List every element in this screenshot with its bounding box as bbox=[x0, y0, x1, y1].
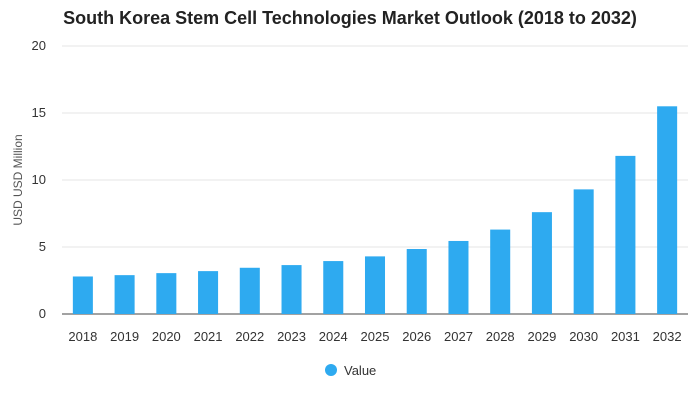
x-tick-label: 2032 bbox=[653, 329, 682, 344]
bar-2031[interactable] bbox=[615, 155, 636, 314]
bar-2025[interactable] bbox=[364, 256, 386, 314]
y-axis-ticks: 0 5 10 15 20 bbox=[32, 38, 46, 321]
bar-2032[interactable] bbox=[657, 106, 678, 314]
x-tick-label: 2031 bbox=[611, 329, 640, 344]
x-tick-label: 2030 bbox=[569, 329, 598, 344]
y-tick-label: 15 bbox=[32, 105, 46, 120]
y-tick-label: 0 bbox=[39, 306, 46, 321]
x-tick-label: 2028 bbox=[486, 329, 515, 344]
bar-2027[interactable] bbox=[448, 240, 469, 314]
x-tick-label: 2023 bbox=[277, 329, 306, 344]
x-tick-label: 2018 bbox=[68, 329, 97, 344]
y-tick-label: 10 bbox=[32, 172, 46, 187]
x-tick-label: 2021 bbox=[194, 329, 223, 344]
x-tick-label: 2019 bbox=[110, 329, 139, 344]
chart-title: South Korea Stem Cell Technologies Marke… bbox=[63, 8, 637, 28]
y-axis-label: USD USD Million bbox=[11, 134, 25, 225]
legend-label: Value bbox=[344, 363, 376, 378]
x-axis-ticks: 2018 2019 2020 2021 2022 2023 2024 2025 2026 2027… bbox=[68, 329, 681, 344]
legend[interactable]: Value bbox=[325, 363, 376, 378]
bar-2019[interactable] bbox=[114, 275, 135, 314]
bar-2020[interactable] bbox=[156, 273, 177, 314]
x-tick-label: 2026 bbox=[402, 329, 431, 344]
y-tick-label: 5 bbox=[39, 239, 46, 254]
x-tick-label: 2029 bbox=[527, 329, 556, 344]
bar-2028[interactable] bbox=[490, 229, 511, 314]
x-tick-label: 2025 bbox=[361, 329, 390, 344]
x-tick-label: 2020 bbox=[152, 329, 181, 344]
bar-series bbox=[72, 106, 678, 314]
bar-2026[interactable] bbox=[406, 249, 427, 314]
bar-2030[interactable] bbox=[573, 189, 594, 314]
x-tick-label: 2022 bbox=[235, 329, 264, 344]
bar-2018[interactable] bbox=[72, 276, 93, 314]
bar-2024[interactable] bbox=[323, 261, 344, 314]
y-tick-label: 20 bbox=[32, 38, 46, 53]
bar-2023[interactable] bbox=[281, 265, 302, 314]
bar-2021[interactable] bbox=[198, 271, 219, 314]
bar-2022[interactable] bbox=[239, 267, 260, 314]
legend-marker bbox=[325, 364, 337, 376]
x-tick-label: 2024 bbox=[319, 329, 348, 344]
bar-2029[interactable] bbox=[531, 212, 552, 314]
x-tick-label: 2027 bbox=[444, 329, 473, 344]
